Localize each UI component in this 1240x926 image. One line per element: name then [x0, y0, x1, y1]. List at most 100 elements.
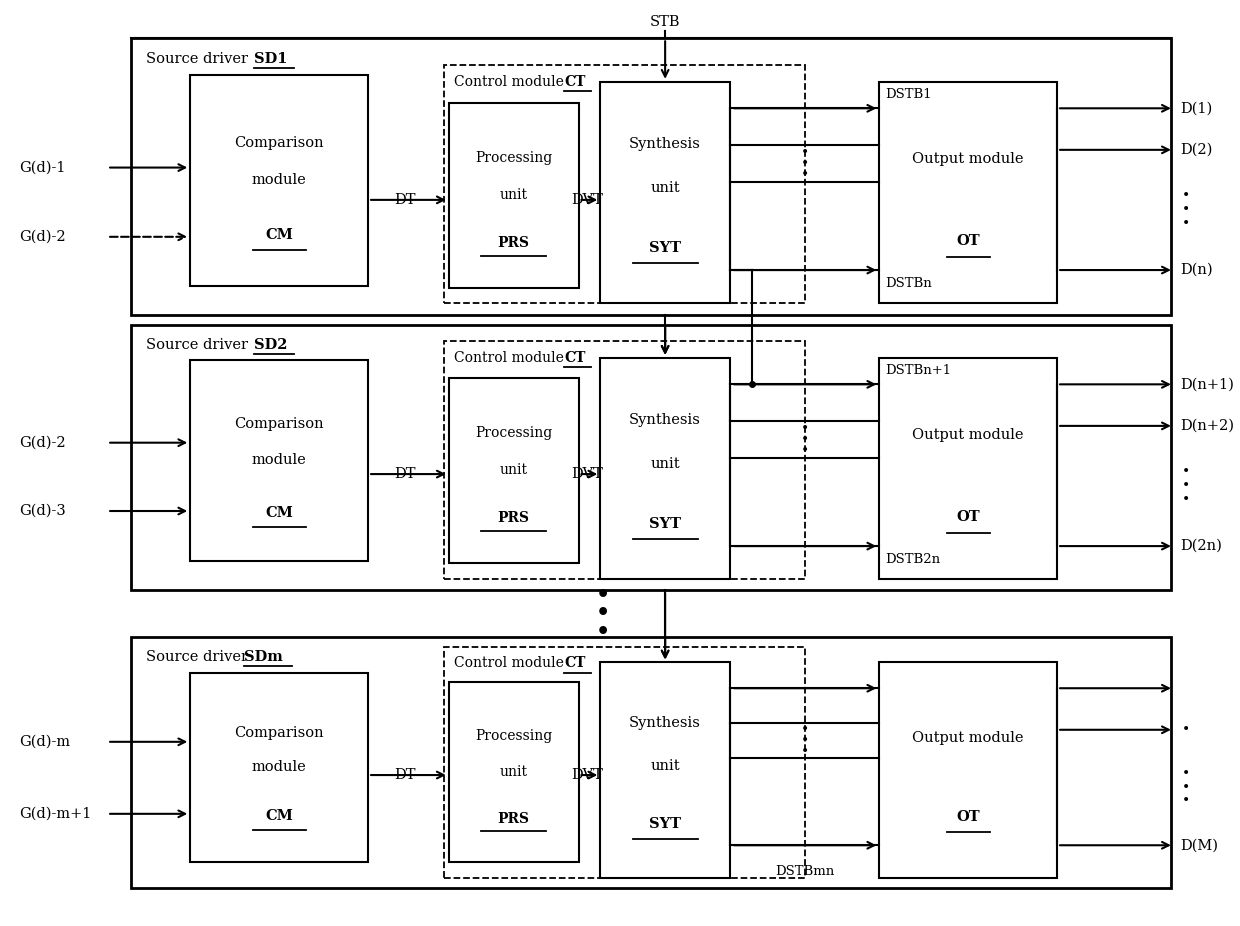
Text: G(d)-1: G(d)-1: [20, 160, 66, 175]
Bar: [444, 341, 805, 580]
Text: •: •: [801, 168, 808, 181]
Text: CM: CM: [265, 809, 293, 823]
Text: •: •: [1182, 795, 1190, 808]
Text: Control module: Control module: [454, 657, 568, 670]
Bar: [131, 324, 1172, 591]
Bar: [449, 103, 579, 288]
Text: DT: DT: [394, 768, 417, 782]
Text: unit: unit: [500, 765, 528, 779]
Text: DT: DT: [394, 467, 417, 482]
Text: Processing: Processing: [475, 729, 552, 743]
Text: •: •: [1182, 465, 1190, 479]
Bar: [879, 357, 1058, 580]
Text: Processing: Processing: [475, 427, 552, 441]
Text: •: •: [801, 421, 808, 435]
Text: DVT: DVT: [572, 467, 603, 482]
Bar: [190, 672, 368, 862]
Bar: [131, 38, 1172, 315]
Text: •: •: [1182, 189, 1190, 203]
Text: •: •: [595, 603, 610, 624]
Text: module: module: [252, 760, 306, 774]
Text: SDm: SDm: [244, 650, 283, 664]
Bar: [879, 662, 1058, 878]
Bar: [600, 662, 730, 878]
Text: CT: CT: [564, 657, 585, 670]
Bar: [444, 65, 805, 304]
Text: CT: CT: [564, 75, 585, 89]
Text: •: •: [1182, 767, 1190, 781]
Bar: [449, 378, 579, 563]
Text: PRS: PRS: [497, 511, 529, 525]
Text: CM: CM: [265, 228, 293, 243]
Text: •: •: [801, 432, 808, 446]
Text: unit: unit: [500, 188, 528, 202]
Bar: [190, 75, 368, 286]
Text: G(d)-3: G(d)-3: [20, 504, 66, 518]
Text: STB: STB: [650, 15, 681, 29]
Text: •: •: [801, 444, 808, 457]
Text: D(n+1): D(n+1): [1179, 377, 1234, 392]
Text: SYT: SYT: [649, 517, 681, 531]
Text: DVT: DVT: [572, 193, 603, 206]
Bar: [131, 636, 1172, 888]
Text: DSTBn: DSTBn: [885, 278, 932, 291]
Text: D(1): D(1): [1179, 101, 1211, 116]
Text: Source driver: Source driver: [145, 338, 252, 352]
Text: module: module: [252, 173, 306, 187]
Text: •: •: [1182, 217, 1190, 231]
Text: •: •: [801, 733, 808, 748]
Text: unit: unit: [650, 758, 680, 772]
Text: Source driver: Source driver: [145, 650, 248, 664]
Text: DT: DT: [394, 193, 417, 206]
Text: •: •: [1182, 493, 1190, 507]
Text: D(n): D(n): [1179, 263, 1213, 277]
Text: G(d)-2: G(d)-2: [20, 230, 66, 244]
Text: Synthesis: Synthesis: [629, 716, 701, 730]
Text: Comparison: Comparison: [234, 417, 324, 431]
Text: Control module: Control module: [454, 75, 568, 89]
Text: Synthesis: Synthesis: [629, 137, 701, 151]
Text: PRS: PRS: [497, 811, 529, 826]
Bar: [600, 357, 730, 580]
Text: Control module: Control module: [454, 351, 568, 365]
Text: •: •: [1182, 781, 1190, 795]
Text: unit: unit: [650, 181, 680, 195]
Bar: [444, 646, 805, 878]
Text: •: •: [1182, 479, 1190, 493]
Bar: [449, 682, 579, 862]
Text: •: •: [595, 584, 610, 606]
Text: CM: CM: [265, 506, 293, 519]
Text: •: •: [1182, 203, 1190, 217]
Text: Output module: Output module: [913, 429, 1024, 443]
Text: SD1: SD1: [254, 52, 288, 66]
Text: D(n+2): D(n+2): [1179, 419, 1234, 432]
Text: DSTBmn: DSTBmn: [775, 865, 835, 878]
Text: Output module: Output module: [913, 152, 1024, 167]
Text: •: •: [801, 745, 808, 759]
Text: SYT: SYT: [649, 817, 681, 831]
Text: G(d)-2: G(d)-2: [20, 436, 66, 450]
Bar: [190, 359, 368, 561]
Text: Comparison: Comparison: [234, 726, 324, 740]
Text: DSTBn+1: DSTBn+1: [885, 364, 951, 377]
Text: Output module: Output module: [913, 731, 1024, 745]
Text: OT: OT: [956, 234, 980, 248]
Text: OT: OT: [956, 810, 980, 824]
Text: G(d)-m: G(d)-m: [20, 735, 71, 749]
Text: DSTB1: DSTB1: [885, 88, 931, 101]
Bar: [600, 81, 730, 304]
Text: OT: OT: [956, 510, 980, 524]
Text: D(M): D(M): [1179, 838, 1218, 852]
Text: DVT: DVT: [572, 768, 603, 782]
Text: •: •: [595, 621, 610, 643]
Text: G(d)-m+1: G(d)-m+1: [20, 807, 92, 820]
Text: unit: unit: [500, 463, 528, 478]
Text: DSTB2n: DSTB2n: [885, 554, 940, 567]
Text: PRS: PRS: [497, 236, 529, 250]
Text: •: •: [801, 145, 808, 159]
Text: SYT: SYT: [649, 241, 681, 255]
Text: unit: unit: [650, 457, 680, 471]
Text: module: module: [252, 453, 306, 468]
Text: D(2n): D(2n): [1179, 539, 1221, 553]
Text: Comparison: Comparison: [234, 135, 324, 150]
